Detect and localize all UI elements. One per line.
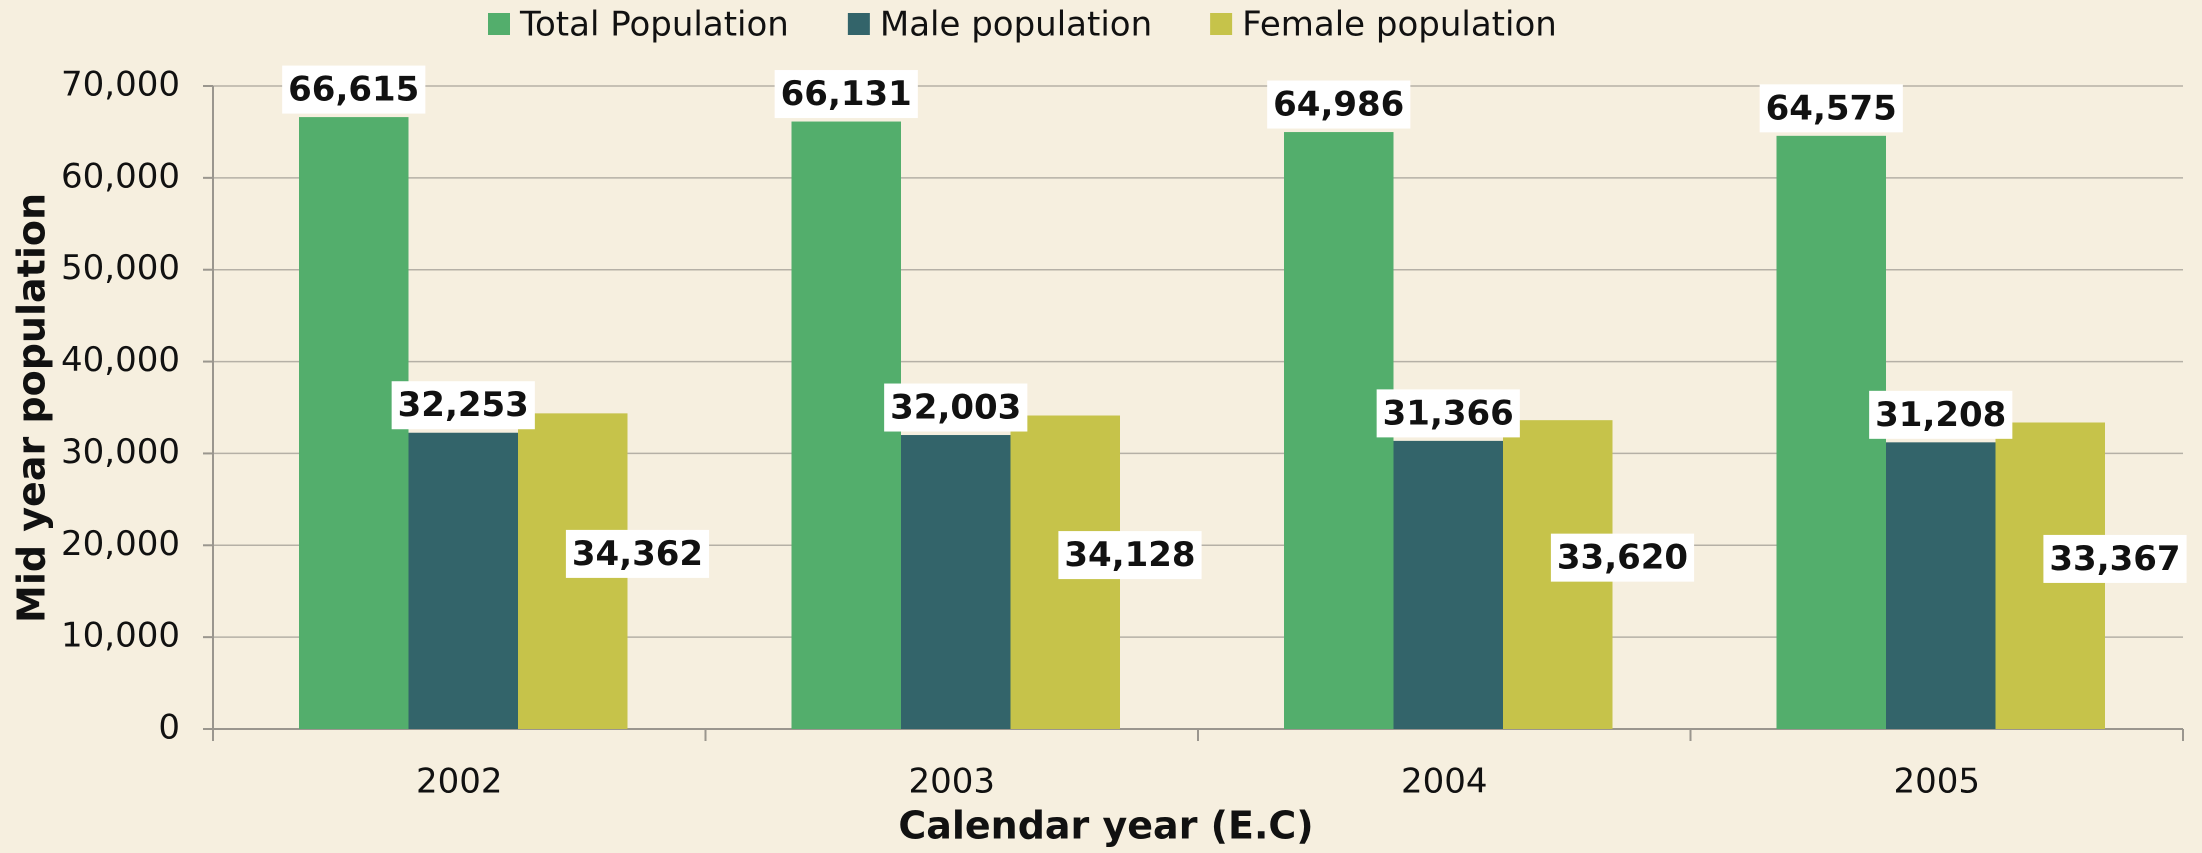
data-label-bg	[1058, 531, 1202, 580]
data-label: 31,208	[1875, 395, 2006, 435]
data-label: 34,128	[1064, 535, 1195, 575]
data-label: 64,986	[1273, 85, 1404, 125]
x-tick-label: 2002	[416, 762, 503, 802]
legend-swatch	[847, 13, 870, 35]
x-tick-label: 2004	[1401, 762, 1488, 802]
y-tick-label: 20,000	[61, 524, 180, 564]
x-tick-label: 2003	[908, 762, 995, 802]
data-label: 64,575	[1766, 88, 1897, 128]
y-tick-label: 70,000	[61, 65, 180, 105]
y-tick-label: 10,000	[61, 616, 180, 656]
x-tick-label: 2005	[1893, 762, 1980, 802]
data-label-bg	[884, 383, 1028, 432]
data-label-bg	[565, 529, 710, 578]
data-label: 32,253	[398, 385, 529, 425]
legend-label: Male population	[880, 5, 1152, 45]
legend-label: Female population	[1242, 5, 1557, 45]
data-label-bg	[1869, 390, 2013, 439]
bar	[1393, 440, 1503, 729]
data-label: 66,615	[288, 70, 419, 110]
legend-swatch	[488, 13, 510, 35]
data-label-bg	[2043, 534, 2187, 583]
data-label: 34,362	[572, 534, 703, 574]
bar	[408, 432, 518, 729]
y-tick-label: 30,000	[61, 432, 180, 472]
y-tick-label: 60,000	[61, 156, 180, 196]
y-tick-label: 40,000	[61, 340, 180, 380]
data-label-bg	[774, 70, 918, 119]
y-tick-label: 50,000	[61, 248, 180, 288]
bar	[1886, 442, 1996, 729]
data-label: 31,366	[1383, 393, 1514, 433]
data-label-bg	[1267, 80, 1411, 129]
data-label-bg	[1759, 84, 1903, 133]
y-tick-label: 0	[158, 708, 180, 748]
legend-label: Total Population	[519, 5, 789, 45]
x-axis-label: Calendar year (E.C)	[898, 804, 1313, 848]
data-label-bg	[1376, 389, 1520, 438]
data-label: 66,131	[781, 74, 912, 114]
bar	[299, 117, 409, 730]
bar	[791, 121, 901, 729]
data-label: 33,367	[2049, 539, 2180, 579]
legend-swatch	[1210, 13, 1233, 35]
data-label: 33,620	[1557, 538, 1688, 578]
bar	[1776, 135, 1886, 729]
data-label-bg	[1550, 533, 1695, 582]
bar	[901, 435, 1011, 729]
data-label-bg	[391, 381, 535, 430]
bar	[1284, 132, 1394, 729]
data-label: 32,003	[890, 388, 1021, 428]
data-label-bg	[282, 65, 426, 114]
y-axis-label: Mid year population	[10, 193, 54, 623]
